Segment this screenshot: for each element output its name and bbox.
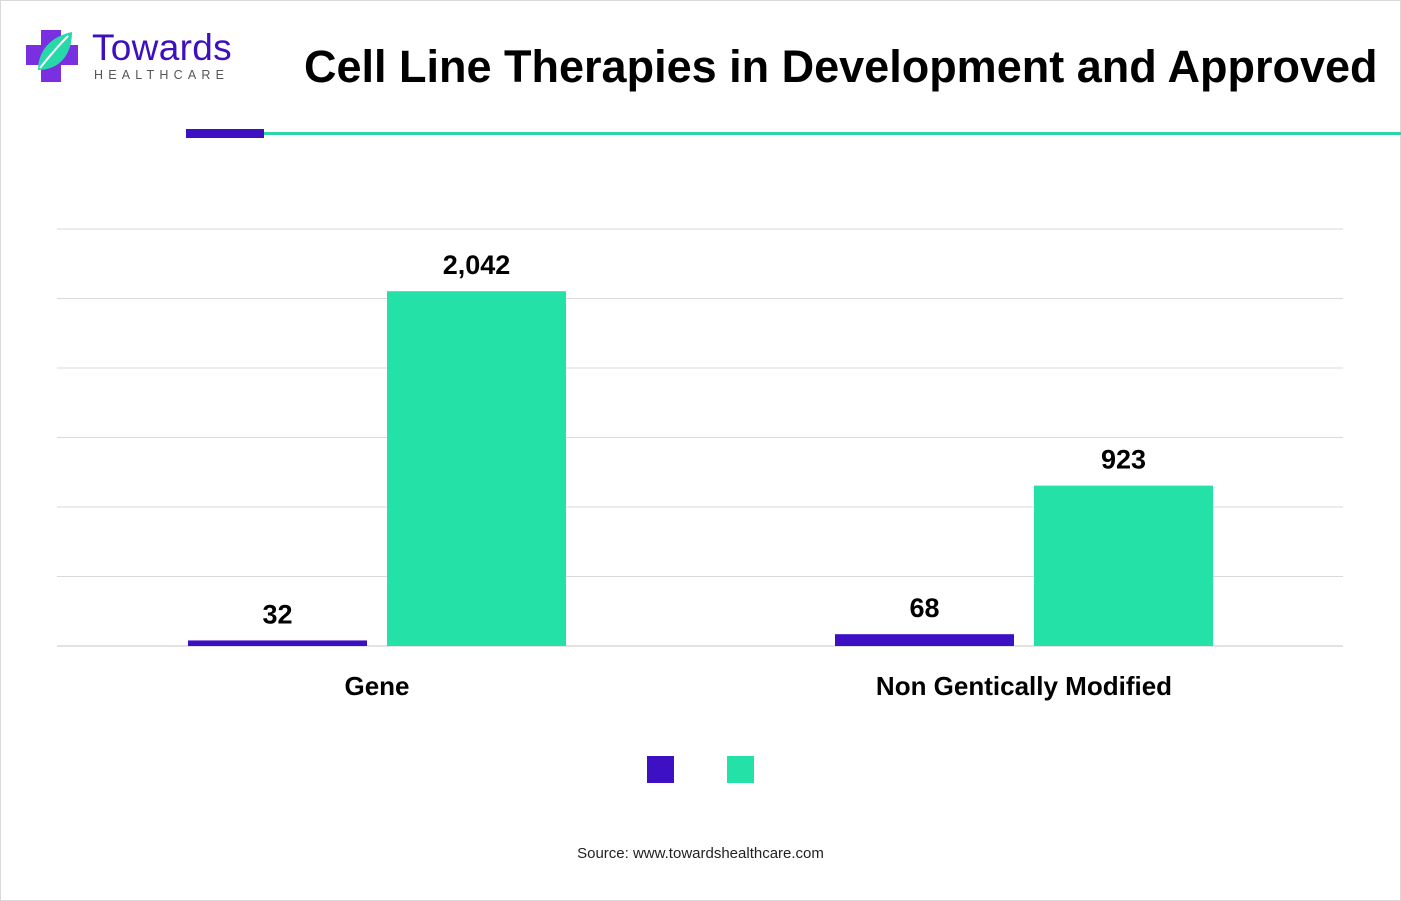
- data-labels: 32 2,042 68 923: [262, 250, 1146, 629]
- title-underline: [264, 132, 1401, 135]
- logo-name: Towards: [92, 27, 232, 68]
- source-note: Source: www.towardshealthcare.com: [577, 845, 824, 862]
- data-label-series-1-0: 32: [262, 599, 292, 629]
- category-label-0: Gene: [344, 671, 409, 701]
- towards-healthcare-logo: Towards HEALTHCARE: [22, 26, 242, 90]
- medical-cross-leaf-icon: [26, 30, 78, 82]
- chart-title: Cell Line Therapies in Development and A…: [304, 41, 1378, 92]
- title-underline-accent: [186, 129, 264, 138]
- logo-subtitle: HEALTHCARE: [94, 68, 230, 82]
- category-label-1: Non Gentically Modified: [876, 671, 1172, 701]
- bar-series-2-0: [387, 291, 566, 646]
- bars: [188, 291, 1213, 646]
- bar-series-1-1: [835, 634, 1014, 646]
- data-label-series-2-1: 923: [1101, 445, 1146, 475]
- category-labels: Gene Non Gentically Modified: [344, 671, 1172, 701]
- bar-series-1-0: [188, 640, 367, 646]
- data-label-series-1-1: 68: [909, 593, 939, 623]
- bar-series-2-1: [1034, 485, 1213, 646]
- legend-swatch-series-1: [647, 756, 674, 783]
- data-label-series-2-0: 2,042: [443, 250, 511, 280]
- legend-swatch-series-2: [727, 756, 754, 783]
